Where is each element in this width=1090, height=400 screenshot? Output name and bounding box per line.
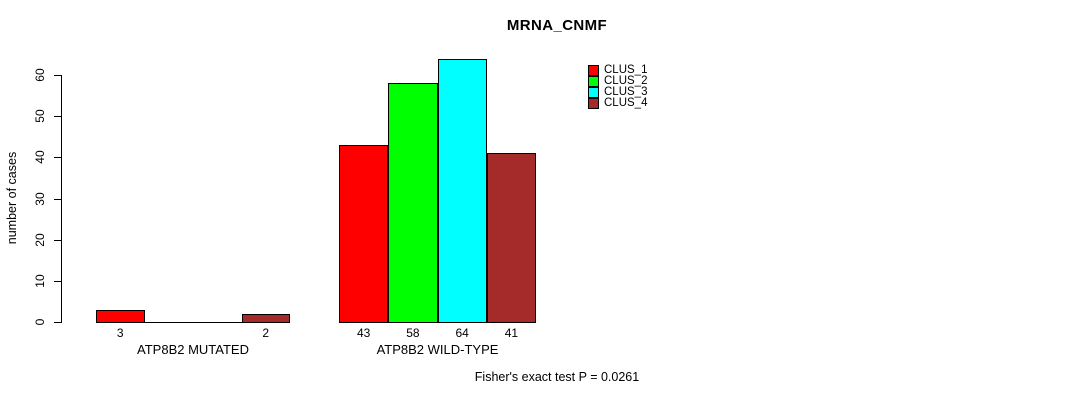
bar-clus_1-group1 <box>96 309 145 323</box>
bar-value-label: 41 <box>504 326 519 340</box>
y-axis-tick <box>54 157 61 159</box>
x-category-label: ATP8B2 MUTATED <box>137 342 249 357</box>
y-axis-tick <box>54 239 61 241</box>
legend: CLUS_1 CLUS_2 CLUS_3 CLUS_4 <box>588 64 648 109</box>
bar-clus_3-group2 <box>437 58 487 323</box>
bar-clus_2-group1 <box>144 322 193 323</box>
y-axis-tick <box>54 198 61 200</box>
legend-item: CLUS_1 <box>588 64 648 76</box>
y-axis-tick <box>54 116 61 118</box>
legend-item: CLUS_3 <box>588 86 648 98</box>
y-axis-tick <box>54 322 61 323</box>
chart-title: MRNA_CNMF <box>506 17 608 34</box>
legend-swatch-clus_3 <box>588 87 599 98</box>
bar-clus_2-group2 <box>388 83 438 323</box>
legend-swatch-clus_1 <box>588 65 599 76</box>
bar-clus_3-group1 <box>193 322 242 323</box>
legend-label: CLUS_4 <box>604 97 648 109</box>
legend-swatch-clus_4 <box>588 98 599 109</box>
y-axis-line <box>61 75 62 323</box>
bar-value-label: 43 <box>356 326 371 340</box>
y-axis-tick-label: 30 <box>33 191 47 206</box>
bar-value-label: 58 <box>406 326 420 340</box>
bar-value-label: 3 <box>116 326 124 340</box>
y-axis-tick-label: 0 <box>33 318 47 326</box>
legend-item: CLUS_4 <box>588 97 648 109</box>
annotation-fisher-test: Fisher's exact test P = 0.0261 <box>474 370 640 384</box>
bar-clus_4-group1 <box>241 313 290 323</box>
legend-swatch-clus_2 <box>588 76 599 87</box>
bar-value-label: 64 <box>455 326 469 340</box>
y-axis-tick-label: 60 <box>33 68 47 82</box>
y-axis-tick-label: 40 <box>33 150 47 165</box>
y-axis-tick-label: 10 <box>33 274 47 288</box>
legend-label: CLUS_1 <box>604 64 648 76</box>
bar-clus_4-group2 <box>486 153 536 323</box>
y-axis-tick-label: 20 <box>33 232 47 247</box>
legend-label: CLUS_2 <box>604 75 648 87</box>
y-axis-tick <box>54 75 61 76</box>
bar-clus_1-group2 <box>339 144 389 323</box>
bar-value-label: 2 <box>262 326 270 340</box>
x-category-label: ATP8B2 WILD-TYPE <box>376 342 499 357</box>
y-axis-tick-label: 50 <box>33 109 47 123</box>
y-axis-tick <box>54 280 61 282</box>
legend-item: CLUS_2 <box>588 75 648 87</box>
legend-label: CLUS_3 <box>604 86 648 98</box>
